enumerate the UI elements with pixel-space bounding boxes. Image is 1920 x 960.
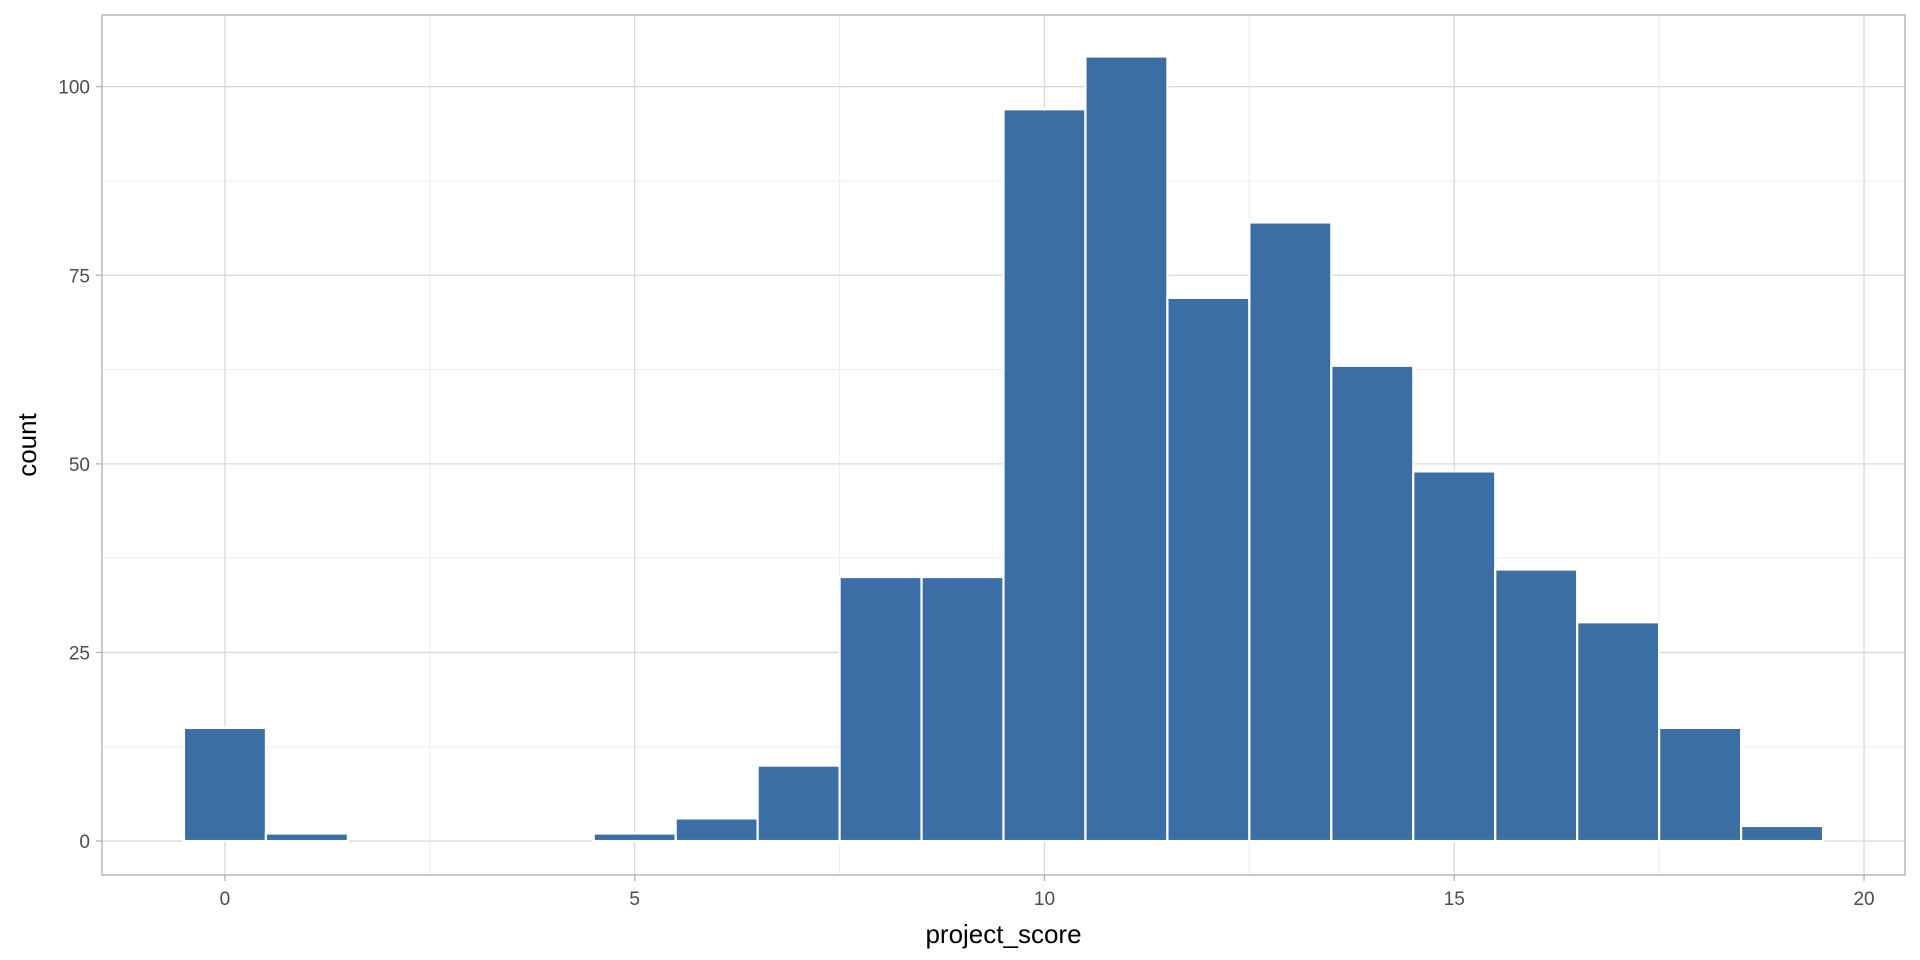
x-tick-label: 10: [1034, 889, 1055, 910]
histogram-bar: [1739, 824, 1825, 843]
y-tick-label: 75: [69, 266, 90, 287]
histogram-bars: [182, 55, 1825, 843]
histogram-bar: [264, 832, 349, 843]
histogram-bar: [1330, 364, 1415, 843]
x-axis-title: project_score: [925, 919, 1081, 949]
y-axis-ticks: 0 25 50 75 100: [58, 78, 102, 853]
x-axis-ticks: 0 5 10 15 20: [220, 875, 1875, 910]
plot-panel-border: [101, 14, 1906, 876]
histogram-bar: [838, 575, 923, 843]
histogram-bar: [1412, 470, 1497, 843]
y-tick-label: 100: [58, 78, 90, 99]
x-tick-label: 0: [220, 889, 231, 910]
histogram-bar: [1248, 221, 1333, 843]
histogram-bar: [182, 726, 268, 843]
histogram-bar: [1002, 108, 1087, 843]
x-tick-label: 5: [629, 889, 640, 910]
histogram-bar: [1084, 55, 1169, 843]
y-axis-title: count: [12, 412, 42, 476]
histogram-bar: [756, 764, 841, 843]
histogram-bar: [674, 817, 759, 843]
histogram-bar: [1576, 621, 1661, 843]
histogram-bar: [1494, 568, 1579, 843]
y-tick-label: 50: [69, 455, 90, 476]
x-tick-label: 20: [1853, 889, 1874, 910]
histogram-bar: [1658, 726, 1743, 843]
histogram-bar: [920, 575, 1005, 843]
histogram-bar: [1166, 296, 1251, 843]
x-tick-label: 15: [1444, 889, 1465, 910]
y-tick-label: 25: [69, 643, 90, 664]
y-tick-label: 0: [79, 832, 90, 853]
histogram-bar: [592, 832, 677, 843]
